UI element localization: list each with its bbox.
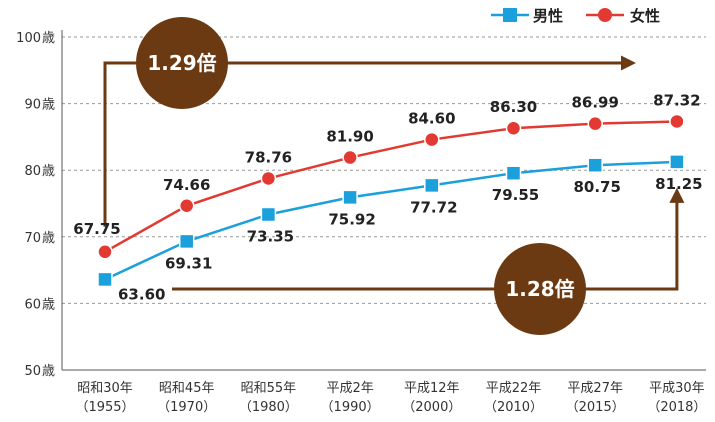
female-data-label: 86.30 bbox=[490, 98, 537, 116]
female-ratio-bubble bbox=[136, 17, 228, 109]
female-point bbox=[97, 244, 113, 260]
y-tick-unit: 歳 bbox=[42, 31, 55, 46]
male-point bbox=[342, 189, 358, 206]
female-point bbox=[669, 113, 685, 130]
male-data-label: 77.72 bbox=[410, 198, 457, 216]
male-data-label: 69.31 bbox=[165, 254, 212, 272]
male-ratio-arrow bbox=[172, 187, 685, 291]
x-tick-year: （1990） bbox=[321, 400, 380, 415]
female-data-label: 84.60 bbox=[408, 110, 455, 128]
female-data-label: 81.90 bbox=[326, 128, 373, 146]
female-point bbox=[587, 115, 603, 132]
y-tick-unit: 歳 bbox=[42, 297, 55, 312]
female-point bbox=[342, 149, 358, 166]
female-data-label: 74.66 bbox=[163, 176, 210, 194]
female-data-label: 67.75 bbox=[73, 220, 120, 238]
male-point bbox=[587, 157, 603, 173]
x-tick-year: （1970） bbox=[157, 400, 216, 415]
y-tick-label: 70 bbox=[24, 231, 41, 246]
y-tick-label: 60 bbox=[24, 297, 41, 312]
x-tick-year: （2010） bbox=[484, 400, 543, 415]
x-tick-year: （1955） bbox=[75, 400, 134, 415]
legend-female-marker bbox=[598, 8, 612, 22]
male-ratio-bubble bbox=[494, 243, 586, 335]
data-labels: 67.75 74.66 78.76 81.90 84.60 86.30 86.99 87.32… bbox=[73, 91, 702, 303]
y-tick-label: 90 bbox=[24, 98, 41, 113]
y-tick-label: 100 bbox=[16, 31, 41, 46]
y-tick-label: 80 bbox=[24, 164, 41, 179]
x-tick-label: 昭和30年 bbox=[77, 381, 133, 396]
x-tick-label: 昭和55年 bbox=[241, 381, 297, 396]
female-point bbox=[178, 198, 195, 214]
male-data-label: 63.60 bbox=[118, 285, 165, 303]
male-line bbox=[104, 160, 677, 281]
female-data-label: 87.32 bbox=[653, 91, 700, 109]
male-point bbox=[178, 233, 195, 250]
male-point bbox=[669, 154, 685, 170]
y-tick-label: 50 bbox=[24, 364, 41, 379]
legend-male-marker bbox=[503, 8, 517, 22]
legend: 男性 女性 bbox=[491, 7, 660, 25]
female-line bbox=[104, 120, 677, 253]
male-ratio-label: 1.28倍 bbox=[505, 277, 574, 301]
male-data-label: 79.55 bbox=[492, 186, 539, 204]
x-tick-label: 平成2年 bbox=[326, 381, 373, 396]
female-point bbox=[505, 120, 522, 136]
male-point bbox=[505, 165, 522, 181]
female-point bbox=[260, 170, 277, 187]
x-tick-label: 平成12年 bbox=[404, 381, 460, 396]
male-data-label: 80.75 bbox=[573, 178, 620, 196]
x-tick-label: 平成22年 bbox=[486, 381, 542, 396]
male-data-label: 81.25 bbox=[655, 175, 702, 193]
male-data-label: 75.92 bbox=[328, 210, 375, 228]
ratio-bubbles: 1.29倍 1.28倍 bbox=[136, 17, 586, 335]
male-point bbox=[424, 177, 440, 194]
male-point bbox=[97, 271, 113, 288]
series-layer bbox=[97, 113, 685, 288]
x-tick-year: （1980） bbox=[239, 400, 298, 415]
ratio-annotations bbox=[103, 55, 685, 291]
male-data-label: 73.35 bbox=[247, 227, 294, 245]
x-tick-year: （2018） bbox=[647, 400, 706, 415]
female-data-label: 78.76 bbox=[245, 148, 292, 166]
female-ratio-label: 1.29倍 bbox=[147, 51, 216, 75]
legend-male-label: 男性 bbox=[533, 7, 563, 25]
female-data-label: 86.99 bbox=[571, 94, 618, 112]
x-tick-year: （2015） bbox=[566, 400, 625, 415]
y-tick-unit: 歳 bbox=[42, 98, 55, 113]
x-tick-label: 平成30年 bbox=[649, 381, 705, 396]
y-tick-unit: 歳 bbox=[42, 364, 55, 379]
legend-female-label: 女性 bbox=[630, 7, 660, 25]
x-axis: 昭和30年 （1955） 昭和45年 （1970） 昭和55年 （1980） 平成2年 （19… bbox=[75, 381, 706, 415]
y-tick-unit: 歳 bbox=[42, 231, 55, 246]
x-tick-label: 昭和45年 bbox=[159, 381, 215, 396]
female-point bbox=[424, 131, 440, 148]
male-point bbox=[260, 206, 277, 223]
x-tick-label: 平成27年 bbox=[567, 381, 623, 396]
female-ratio-arrow bbox=[103, 55, 636, 227]
y-tick-unit: 歳 bbox=[42, 164, 55, 179]
x-tick-year: （2000） bbox=[402, 400, 461, 415]
